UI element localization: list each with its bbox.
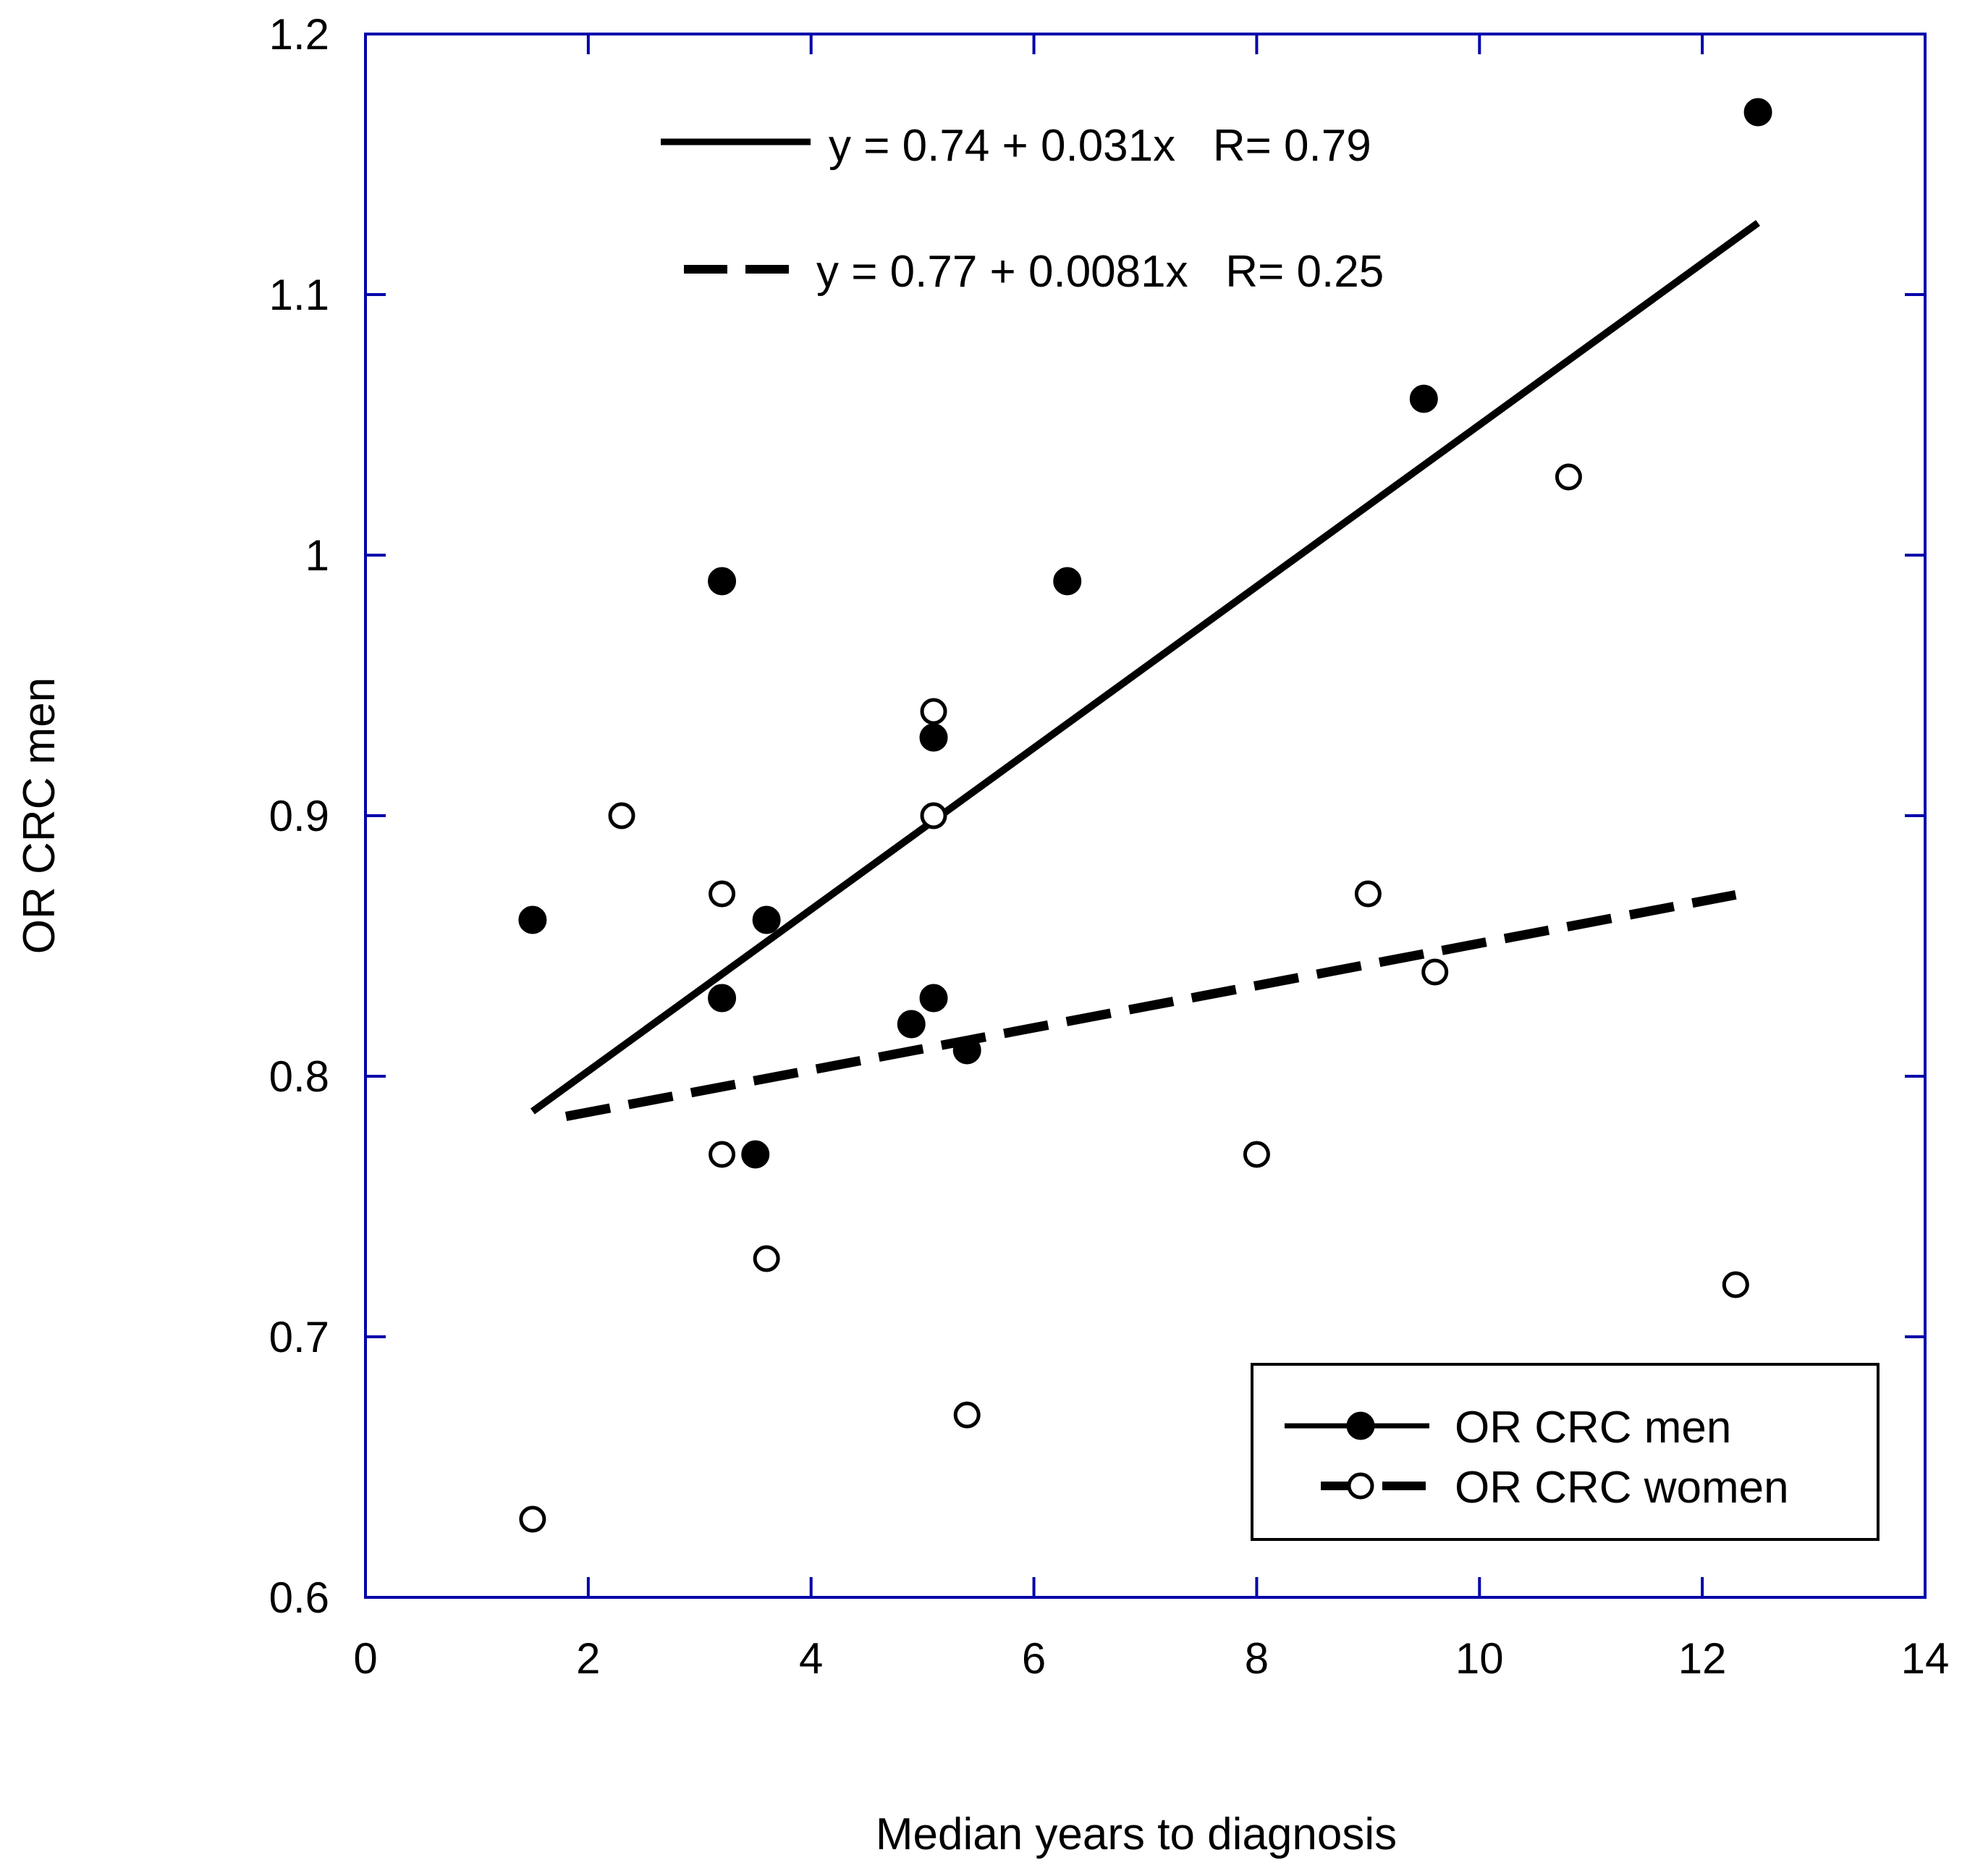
point-women-1: [608, 802, 635, 829]
point-men-10: [1409, 384, 1438, 413]
point-women-9: [1354, 880, 1382, 908]
x-tick-label-2: 4: [799, 1634, 823, 1683]
point-men-6: [919, 723, 948, 752]
point-women-2: [709, 880, 736, 908]
legend-women-marker: [1347, 1472, 1374, 1500]
y-tick-label-4: 1: [305, 531, 329, 580]
axis-ticks: [364, 33, 1927, 1599]
x-tick-label-1: 2: [576, 1634, 600, 1683]
point-men-11: [1743, 98, 1772, 127]
x-tick-labels: 0 2 4 6 8 10 12 14: [353, 1634, 1949, 1683]
point-men-9: [1053, 567, 1082, 596]
point-women-11: [1555, 463, 1582, 491]
fit-line-0: [530, 219, 1761, 1115]
data-points: [518, 98, 1772, 1533]
y-tick-label-5: 1.1: [269, 271, 329, 319]
point-men-1: [708, 567, 737, 596]
point-women-10: [1421, 958, 1449, 986]
legend-box: [1251, 1363, 1879, 1541]
fit-line-1: [565, 890, 1737, 1121]
point-women-6: [920, 802, 947, 829]
y-tick-label-1: 0.7: [269, 1313, 329, 1361]
y-axis-title: OR CRC men: [14, 677, 64, 954]
x-tick-label-7: 14: [1901, 1634, 1950, 1683]
point-men-4: [752, 905, 781, 934]
x-tick-label-5: 10: [1455, 1634, 1504, 1683]
y-tick-label-3: 0.9: [269, 792, 329, 840]
y-tick-labels: 0.6 0.7 0.8 0.9 1 1.1 1.2: [269, 10, 329, 1622]
point-women-0: [519, 1505, 546, 1533]
point-men-8: [952, 1036, 981, 1065]
point-women-4: [753, 1245, 780, 1272]
legend-women-label: OR CRC women: [1455, 1463, 1789, 1513]
fit-lines: [530, 219, 1761, 1121]
x-tick-label-4: 8: [1245, 1634, 1269, 1683]
point-men-7: [919, 984, 948, 1013]
x-tick-label-6: 12: [1678, 1634, 1727, 1683]
point-men-5: [897, 1010, 926, 1039]
eq-women-label: y = 0.77 + 0.0081x R= 0.25: [816, 247, 1384, 297]
point-men-0: [518, 905, 547, 934]
eq-men-label: y = 0.74 + 0.031x R= 0.79: [829, 121, 1371, 171]
point-men-3: [741, 1140, 770, 1169]
legend: OR CRC men OR CRC women: [1251, 1363, 1879, 1541]
point-women-7: [953, 1401, 981, 1429]
legend-men-marker: [1346, 1411, 1375, 1440]
x-axis-title: Median years to diagnosis: [876, 1809, 1397, 1859]
point-men-2: [708, 984, 737, 1013]
legend-men-label: OR CRC men: [1455, 1403, 1731, 1453]
y-tick-label-2: 0.8: [269, 1052, 329, 1101]
point-women-3: [709, 1141, 736, 1168]
point-women-8: [1243, 1141, 1270, 1168]
point-women-12: [1722, 1271, 1749, 1298]
x-tick-label-3: 6: [1022, 1634, 1046, 1683]
point-women-5: [920, 698, 947, 725]
x-tick-label-0: 0: [353, 1634, 377, 1683]
y-tick-label-0: 0.6: [269, 1573, 329, 1622]
y-tick-label-6: 1.2: [269, 10, 329, 59]
